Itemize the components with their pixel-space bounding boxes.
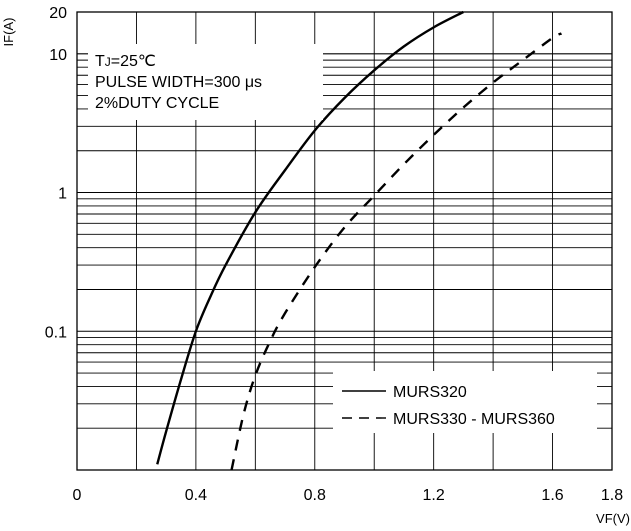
legend-background (333, 371, 597, 433)
x-axis-label: VF(V) (596, 511, 630, 526)
y-tick-label: 10 (49, 47, 67, 64)
annotation-line-2: PULSE WIDTH=300 μs (95, 74, 262, 91)
plot-frame (76, 11, 613, 471)
y-tick-label: 20 (49, 5, 67, 22)
y-tick-label: 0.1 (45, 324, 67, 341)
x-tick-label: 1.8 (601, 487, 623, 504)
x-tick-label: 1.2 (423, 487, 445, 504)
x-tick-label: 0 (73, 487, 82, 504)
series-layer (156, 10, 563, 471)
y-tick-label: 1 (58, 186, 67, 203)
tick-labels: 0 0.4 0.8 1.2 1.6 1.8 0.1 1 10 20 (45, 5, 623, 504)
conditions-annotation: TJ=25℃ PULSE WIDTH=300 μs 2%DUTY CYCLE (88, 44, 323, 120)
annotation-line-1: TJ=25℃ (95, 53, 156, 70)
y-axis-label: IF(A) (1, 18, 16, 47)
series-line-murs320 (156, 10, 464, 465)
legend-label-murs320: MURS320 (393, 384, 467, 401)
annotation-background (88, 44, 323, 120)
legend: MURS320 MURS330 - MURS360 (333, 371, 597, 433)
x-tick-label: 1.6 (541, 487, 563, 504)
legend-label-murs330-360: MURS330 - MURS360 (393, 411, 555, 428)
annotation-line-3: 2%DUTY CYCLE (95, 95, 219, 112)
x-tick-label: 0.4 (185, 487, 207, 504)
series-line-murs330-360 (230, 32, 563, 471)
x-tick-label: 0.8 (304, 487, 326, 504)
